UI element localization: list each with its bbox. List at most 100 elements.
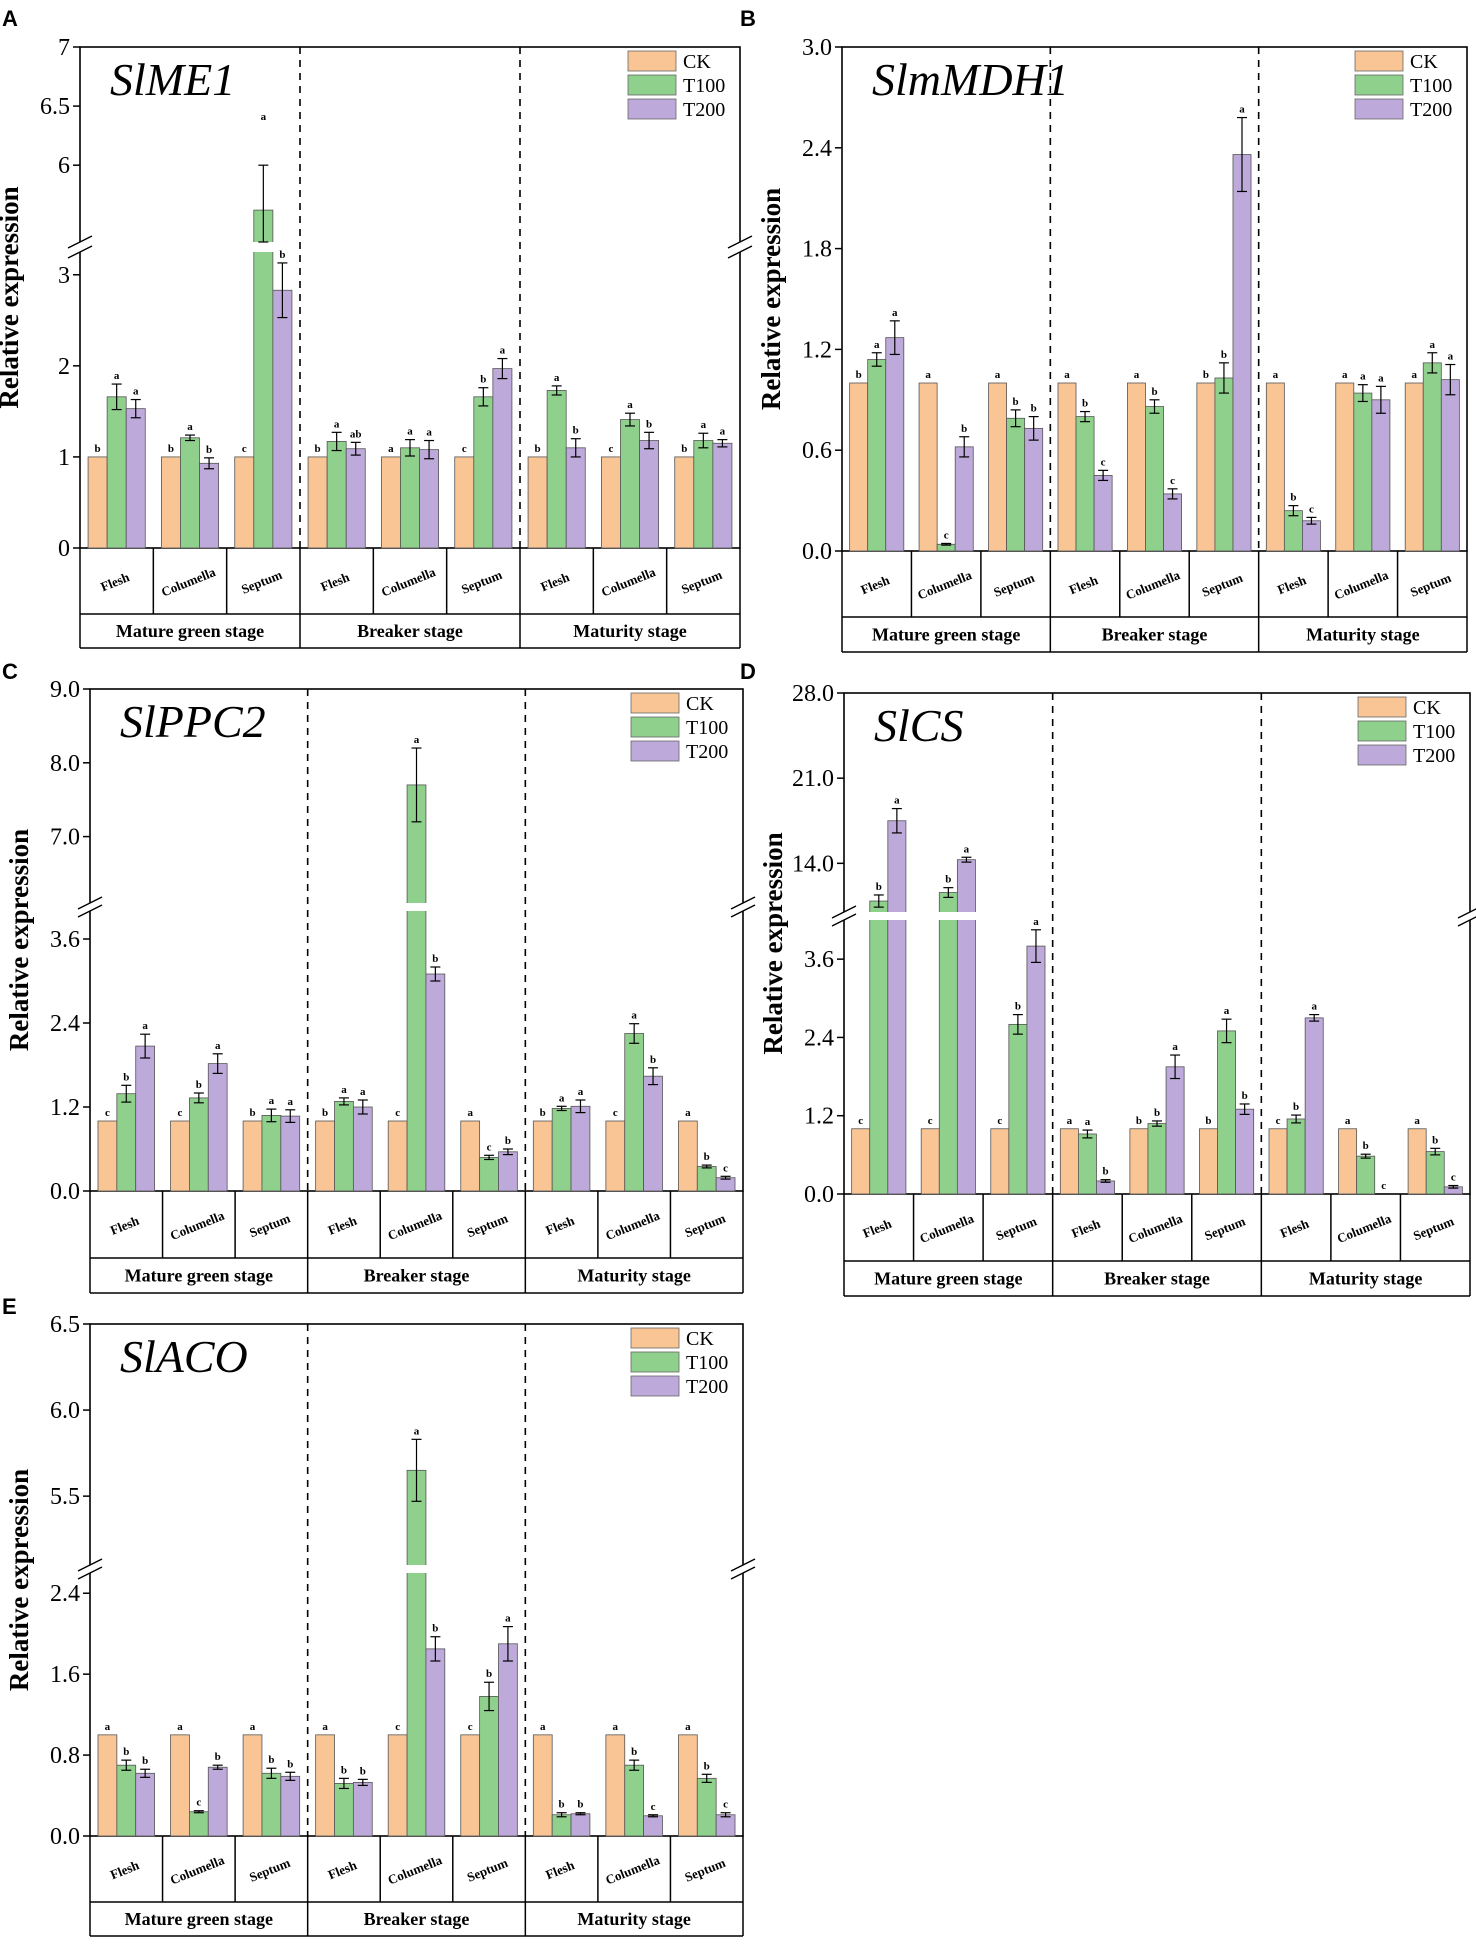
- bar-ck: [1265, 382, 1285, 552]
- significance-letter: b: [1221, 349, 1227, 361]
- significance-letter: c: [105, 1107, 110, 1119]
- tissue-label: Flesh: [318, 569, 352, 594]
- y-axis-title: Relative expression: [4, 829, 34, 1051]
- significance-letter: a: [1064, 369, 1070, 381]
- bar-t100: [334, 1783, 354, 1837]
- axis-break-gap: [78, 1565, 102, 1573]
- y-tick-label: 2: [58, 354, 70, 380]
- y-tick-label: 0.0: [802, 539, 832, 565]
- significance-letter: b: [95, 443, 101, 455]
- bar-t100: [400, 447, 420, 549]
- tissue-label: Septum: [1411, 1213, 1456, 1243]
- y-tick-label: 8.0: [50, 751, 80, 777]
- legend-label: CK: [1413, 697, 1441, 719]
- significance-letter: ab: [350, 428, 362, 440]
- tissue-label: Columella: [917, 1211, 976, 1246]
- stage-label: Breaker stage: [364, 1909, 470, 1929]
- legend-label: T200: [1410, 99, 1452, 121]
- category-table: Flesh Columella Septum Flesh Columella Septum…: [89, 1836, 744, 1937]
- significance-letter: a: [505, 1613, 511, 1625]
- y-tick-label: 0.8: [50, 1743, 80, 1769]
- tissue-label: Septum: [1408, 570, 1453, 600]
- significance-letter: a: [964, 843, 970, 855]
- significance-letter: b: [876, 881, 882, 893]
- significance-letter: c: [928, 1115, 933, 1127]
- significance-letter: b: [681, 443, 687, 455]
- axis-break-mark: [1457, 916, 1476, 927]
- bar-t100: [261, 1115, 282, 1192]
- bar-t100: [180, 437, 200, 549]
- bar-ck: [460, 1734, 481, 1837]
- bar-t200: [715, 1814, 736, 1837]
- legend-label: CK: [686, 693, 714, 715]
- significance-letter: a: [1224, 1005, 1230, 1017]
- bar-t100: [1145, 406, 1164, 552]
- significance-letter: a: [341, 1084, 347, 1096]
- tissue-label: Columella: [599, 564, 658, 599]
- y-tick-label: 0: [58, 536, 70, 562]
- tissue-label: Columella: [168, 1852, 227, 1887]
- tissue-label: Flesh: [1275, 572, 1309, 597]
- axis-break-gap: [832, 912, 856, 920]
- bar-ck: [1407, 1128, 1427, 1195]
- significance-letter: a: [1085, 1116, 1091, 1128]
- significance-letter: b: [123, 1746, 129, 1758]
- significance-letter: a: [407, 426, 413, 438]
- legend-label: T100: [686, 717, 728, 739]
- bar-t100: [1214, 377, 1234, 552]
- legend-swatch-ck: [630, 1327, 680, 1349]
- bar-t100: [1217, 1030, 1236, 1195]
- significance-letter: b: [573, 425, 579, 437]
- legend-swatch-ck: [630, 692, 680, 714]
- bar-t200: [1163, 493, 1182, 552]
- y-axis-title: Relative expression: [0, 186, 24, 408]
- y-tick-label: 0.0: [50, 1179, 80, 1205]
- axis-break-mark: [831, 913, 857, 927]
- stage-label: Mature green stage: [116, 621, 264, 641]
- significance-letter: a: [133, 386, 139, 398]
- significance-letter: a: [894, 795, 900, 807]
- y-tick-label: 2.4: [802, 136, 832, 162]
- bar-ck: [380, 456, 401, 549]
- significance-letter: b: [432, 953, 438, 965]
- bar-t200: [352, 1781, 373, 1837]
- bar-break-gap: [956, 912, 977, 920]
- bar-ck: [918, 382, 938, 552]
- bar-t200: [1096, 1180, 1115, 1195]
- significance-letter: a: [426, 427, 432, 439]
- significance-letter: a: [720, 426, 726, 438]
- y-tick-label: 3.6: [50, 927, 80, 953]
- bar-ck: [988, 382, 1007, 552]
- legend-label: T100: [1410, 75, 1452, 97]
- significance-letter: b: [1203, 369, 1209, 381]
- bar-ck: [532, 1120, 553, 1192]
- bar-t200: [280, 1775, 301, 1837]
- tissue-label: Columella: [1332, 567, 1391, 602]
- significance-letter: a: [177, 1721, 183, 1733]
- significance-letter: a: [1414, 1115, 1420, 1127]
- y-tick-label: 7: [58, 35, 70, 61]
- y-tick-label: 9.0: [50, 677, 80, 703]
- significance-letter: a: [1172, 1041, 1178, 1053]
- axis-break-mark: [77, 1566, 103, 1580]
- stage-label: Maturity stage: [1306, 625, 1419, 645]
- y-axis: 0.0 0.8 1.6 2.4 5.5 6.0 6.5: [50, 1312, 90, 1850]
- legend-label: T200: [686, 1376, 728, 1398]
- significance-letter: a: [1033, 916, 1039, 928]
- bar-ck: [601, 456, 621, 549]
- significance-letter: a: [500, 345, 506, 357]
- bar-ck: [315, 1120, 335, 1192]
- significance-letter: b: [704, 1760, 710, 1772]
- y-tick-label: 0.0: [804, 1182, 834, 1208]
- significance-letter: b: [646, 418, 652, 430]
- bar-t100: [1353, 392, 1373, 552]
- bar-t100: [189, 1097, 209, 1192]
- tissue-label: Flesh: [858, 572, 892, 597]
- tissue-label: Columella: [603, 1852, 662, 1887]
- tissue-label: Septum: [991, 570, 1036, 600]
